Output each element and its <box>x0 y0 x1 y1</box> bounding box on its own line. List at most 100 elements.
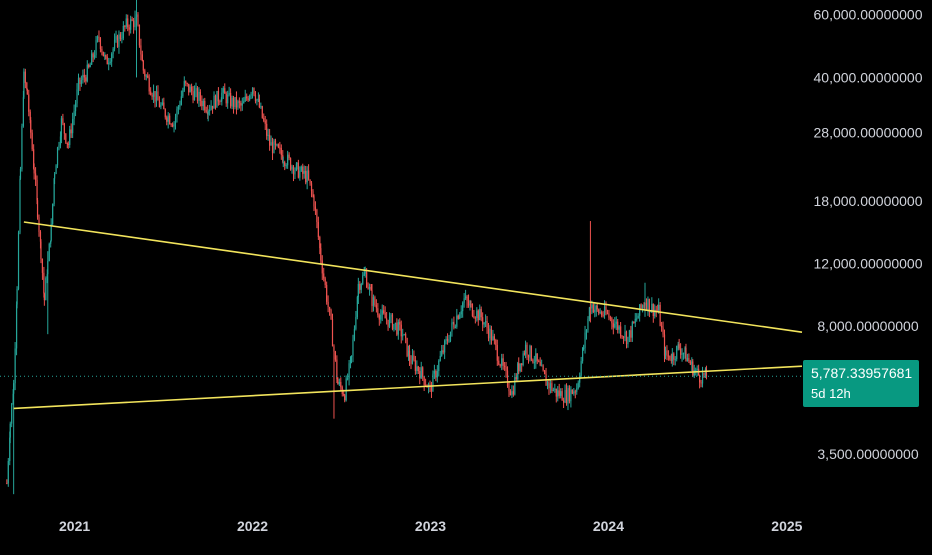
candle-body <box>400 324 402 337</box>
candle-body <box>169 115 171 125</box>
candle-body <box>323 273 325 279</box>
trendline <box>23 221 803 333</box>
candle-body <box>533 362 535 364</box>
candle-body <box>407 350 410 356</box>
candle-body <box>234 97 236 108</box>
candle-body <box>338 381 340 385</box>
candle-body <box>334 351 337 360</box>
candle-body <box>80 80 83 85</box>
candle-body <box>28 94 30 112</box>
candle-body <box>467 300 470 306</box>
candle-body <box>645 302 648 310</box>
candle-body <box>205 110 207 112</box>
candle-body <box>266 123 268 136</box>
candle-body <box>591 304 593 309</box>
candle-body <box>321 260 323 274</box>
candle-body <box>95 40 97 56</box>
candle-body <box>254 95 257 102</box>
candle-body <box>191 86 193 92</box>
candle-body <box>587 318 589 331</box>
candle-body <box>511 391 513 396</box>
candle-body <box>457 315 459 319</box>
candle-body <box>170 124 172 126</box>
candle-body <box>514 377 516 395</box>
candle-body <box>300 166 302 171</box>
candle-body <box>43 272 45 294</box>
candle-body <box>253 87 255 96</box>
candle-body <box>529 345 531 358</box>
candle-body <box>684 347 686 354</box>
candle-body <box>271 142 274 154</box>
candle-body <box>237 101 239 108</box>
candle-body <box>423 376 425 386</box>
candle-body <box>384 312 386 319</box>
candle-body <box>297 162 299 178</box>
candle-body <box>383 310 385 313</box>
candle-body <box>195 88 197 91</box>
candle-body <box>655 309 657 311</box>
candle-body <box>141 54 143 61</box>
candle-body <box>171 124 174 127</box>
candle-body <box>251 87 254 94</box>
candle-body <box>155 91 158 102</box>
candle-body <box>306 170 308 183</box>
candle-body <box>232 98 235 108</box>
candle-body <box>565 389 568 404</box>
candle-body <box>453 322 455 328</box>
candle-body <box>279 147 281 149</box>
candle-body <box>104 55 106 57</box>
candle-body <box>176 108 178 118</box>
price-axis[interactable]: 60,000.00000000 40,000.00000000 28,000.000… <box>814 7 923 462</box>
candle-body <box>185 81 187 84</box>
candle-body <box>102 51 104 57</box>
candle-body <box>657 310 659 312</box>
candle-body <box>628 330 631 337</box>
candle-body <box>411 355 414 364</box>
price-tick-label: 3,500.00000000 <box>817 446 918 462</box>
candle-body <box>216 90 218 108</box>
trendline <box>13 365 803 410</box>
candle-body <box>459 314 461 319</box>
candle-body <box>19 178 21 233</box>
candle-body <box>186 83 188 85</box>
candle-body <box>689 361 691 365</box>
candle-body <box>33 149 35 169</box>
candle-body <box>164 109 166 118</box>
candle-body <box>618 326 620 330</box>
candle-body <box>284 162 286 166</box>
candle-body <box>148 77 150 92</box>
candle-body <box>364 272 366 274</box>
candle-body <box>349 356 352 364</box>
candle-body <box>699 375 701 383</box>
candle-body <box>291 166 293 170</box>
candle-body <box>658 304 660 311</box>
candle-body <box>201 100 203 107</box>
candle-body <box>26 82 28 90</box>
candle-body <box>122 25 124 39</box>
candle-body <box>662 327 664 335</box>
candle-body <box>688 358 690 362</box>
candle-body <box>568 388 571 402</box>
candle-body <box>508 386 510 392</box>
candle-body <box>558 390 560 396</box>
candle-body <box>163 102 165 110</box>
candle-body <box>360 283 362 290</box>
candle-body <box>180 96 182 105</box>
candle-body <box>700 382 702 384</box>
candle-body <box>648 298 651 312</box>
candle-body <box>696 368 698 371</box>
candle-body <box>617 321 619 330</box>
candle-body <box>41 258 44 273</box>
candle-body <box>250 93 252 96</box>
candle-body <box>479 309 481 321</box>
candle-body <box>274 140 277 145</box>
candle-body <box>588 307 591 319</box>
candle-body <box>492 336 494 341</box>
candle-body <box>82 74 84 81</box>
time-axis[interactable]: 2021 2022 2023 2024 2025 <box>59 518 803 534</box>
candle-body <box>375 305 377 309</box>
candle-body <box>69 129 71 145</box>
candle-body <box>109 61 111 63</box>
